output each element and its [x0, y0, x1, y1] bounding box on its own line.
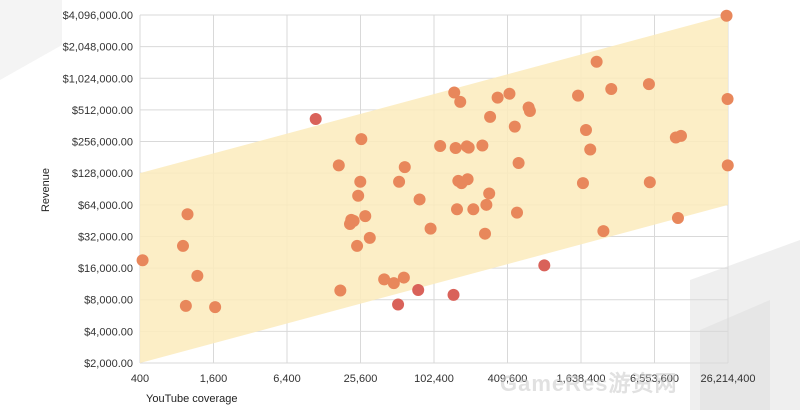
- data-point: [511, 206, 524, 219]
- data-point: [332, 159, 345, 172]
- data-point: [523, 104, 536, 117]
- data-point: [392, 298, 405, 311]
- data-point: [448, 86, 461, 99]
- data-point: [181, 208, 194, 221]
- data-point: [176, 239, 189, 252]
- data-point: [398, 161, 411, 174]
- x-tick-label: 1,600: [200, 373, 228, 385]
- data-point: [354, 175, 367, 188]
- y-tick-label: $256,000.00: [72, 137, 133, 149]
- data-point: [467, 203, 480, 216]
- data-point: [447, 288, 460, 301]
- y-axis-title: Revenue: [40, 168, 52, 212]
- x-tick-label: 1,638,400: [557, 373, 606, 385]
- data-point: [721, 93, 734, 106]
- data-point: [309, 112, 322, 125]
- data-point: [393, 175, 406, 188]
- data-point: [424, 222, 437, 235]
- x-tick-label: 409,600: [488, 373, 528, 385]
- data-point: [412, 284, 425, 297]
- y-tick-label: $2,000.00: [84, 358, 133, 370]
- data-point: [136, 254, 149, 267]
- y-tick-label: $2,048,000.00: [63, 42, 133, 54]
- y-tick-label: $512,000.00: [72, 105, 133, 117]
- data-point: [191, 269, 204, 282]
- data-point: [576, 177, 589, 190]
- y-tick-label: $1,024,000.00: [63, 73, 133, 85]
- data-point: [579, 123, 592, 136]
- data-point: [671, 211, 684, 224]
- y-tick-label: $16,000.00: [78, 263, 133, 275]
- x-tick-label: 26,214,400: [700, 373, 755, 385]
- y-axis-ticks: $2,000.00 $4,000.00 $8,000.00 $16,000.00 $32…: [63, 10, 133, 370]
- data-point: [397, 271, 410, 284]
- y-tick-label: $4,000.00: [84, 326, 133, 338]
- data-point: [413, 193, 426, 206]
- y-tick-label: $64,000.00: [78, 200, 133, 212]
- background-decor-right-2: [700, 300, 770, 410]
- data-point: [721, 159, 734, 172]
- data-point: [643, 176, 656, 189]
- data-point: [584, 143, 597, 156]
- data-point: [508, 120, 521, 133]
- data-point: [378, 273, 391, 286]
- y-tick-label: $4,096,000.00: [63, 10, 133, 22]
- data-point: [590, 55, 603, 68]
- x-axis-ticks: 400 1,600 6,400 25,600 102,400 409,600 1,638,4…: [131, 373, 756, 385]
- y-tick-label: $32,000.00: [78, 231, 133, 243]
- data-point: [462, 141, 475, 154]
- data-point: [491, 91, 504, 104]
- data-point: [605, 82, 618, 95]
- data-point: [597, 225, 610, 238]
- data-point: [503, 87, 516, 100]
- data-point: [572, 89, 585, 102]
- data-point: [484, 110, 497, 123]
- x-tick-label: 6,400: [273, 373, 301, 385]
- data-point: [334, 284, 347, 297]
- data-point: [483, 187, 496, 200]
- data-point: [387, 277, 400, 290]
- data-point: [351, 239, 364, 252]
- data-point: [642, 78, 655, 91]
- background-decor-left: [0, 0, 62, 80]
- data-points: [136, 9, 734, 314]
- data-point: [476, 139, 489, 152]
- data-point: [720, 9, 733, 22]
- data-point: [209, 301, 222, 314]
- data-point: [512, 156, 525, 169]
- data-point: [355, 133, 368, 146]
- data-point: [352, 189, 365, 202]
- x-tick-label: 6,553,600: [630, 373, 679, 385]
- y-tick-label: $128,000.00: [72, 168, 133, 180]
- data-point: [179, 299, 192, 312]
- x-tick-label: 400: [131, 373, 149, 385]
- data-point: [674, 129, 687, 142]
- data-point: [363, 231, 376, 244]
- data-point: [449, 142, 462, 155]
- data-point: [347, 214, 360, 227]
- data-point: [450, 203, 463, 216]
- data-point: [480, 198, 493, 211]
- data-point: [479, 227, 492, 240]
- data-point: [461, 173, 474, 186]
- data-point: [538, 259, 551, 272]
- data-point: [434, 140, 447, 153]
- x-tick-label: 25,600: [344, 373, 378, 385]
- x-axis-title: YouTube coverage: [146, 393, 238, 405]
- y-tick-label: $8,000.00: [84, 295, 133, 307]
- trend-band: [140, 15, 728, 363]
- data-point: [454, 95, 467, 108]
- watermark: GameRes游资网: [500, 371, 678, 396]
- data-point: [359, 210, 372, 223]
- x-tick-label: 102,400: [414, 373, 454, 385]
